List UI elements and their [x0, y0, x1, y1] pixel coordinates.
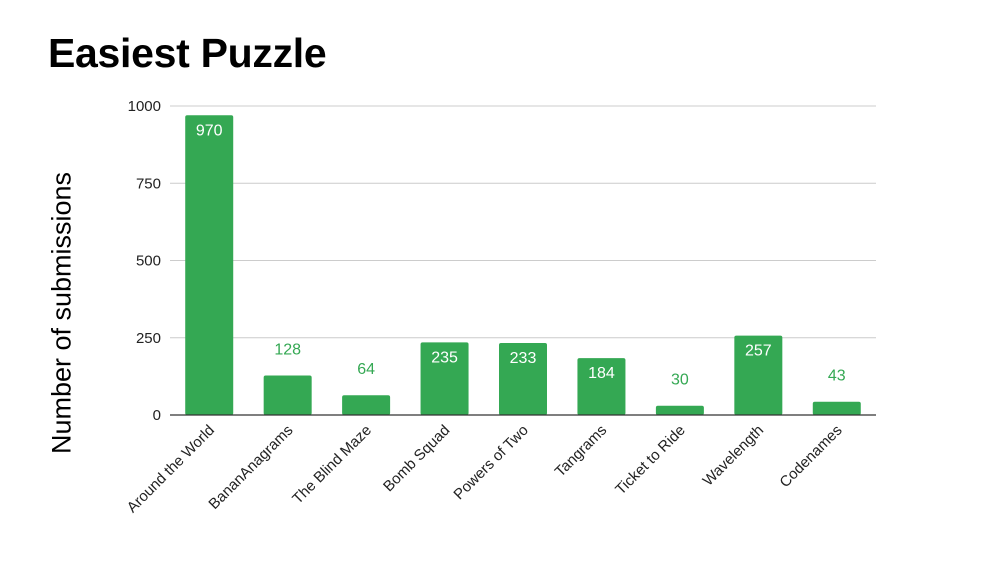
- data-label: 128: [274, 341, 301, 358]
- data-label: 64: [357, 361, 375, 378]
- y-tick-label: 1000: [128, 98, 161, 115]
- x-tick-label: Codenames: [776, 422, 845, 491]
- bar: [812, 401, 861, 415]
- data-label: 233: [510, 350, 537, 367]
- bar: [499, 343, 547, 415]
- x-tick-label: Wavelength: [700, 422, 768, 490]
- y-tick-label: 750: [136, 175, 161, 192]
- bar: [577, 358, 626, 415]
- bar: [420, 342, 469, 415]
- x-tick-label: The Blind Maze: [289, 422, 375, 508]
- bar: [655, 405, 704, 415]
- x-tick-label: Ticket to Ride: [612, 422, 688, 498]
- x-tick-label: Bomb Squad: [380, 422, 453, 495]
- bar: [185, 115, 234, 416]
- bar: [342, 395, 391, 415]
- x-tick-label: Tangrams: [552, 422, 611, 481]
- data-label: 257: [745, 343, 772, 360]
- bar: [734, 335, 783, 415]
- x-tick-label: Powers of Two: [450, 422, 531, 503]
- y-tick-label: 0: [153, 407, 161, 424]
- data-label: 235: [431, 349, 458, 366]
- chart-title: Easiest Puzzle: [48, 30, 327, 76]
- data-label: 30: [671, 372, 689, 389]
- bar: [263, 375, 312, 415]
- x-tick-label: BananAnagrams: [205, 422, 296, 513]
- y-tick-label: 500: [136, 253, 161, 270]
- data-label: 43: [828, 368, 846, 385]
- x-tick-label: Around the World: [124, 422, 218, 516]
- data-label: 970: [196, 122, 223, 139]
- y-tick-label: 250: [136, 330, 161, 347]
- data-label: 184: [588, 365, 615, 382]
